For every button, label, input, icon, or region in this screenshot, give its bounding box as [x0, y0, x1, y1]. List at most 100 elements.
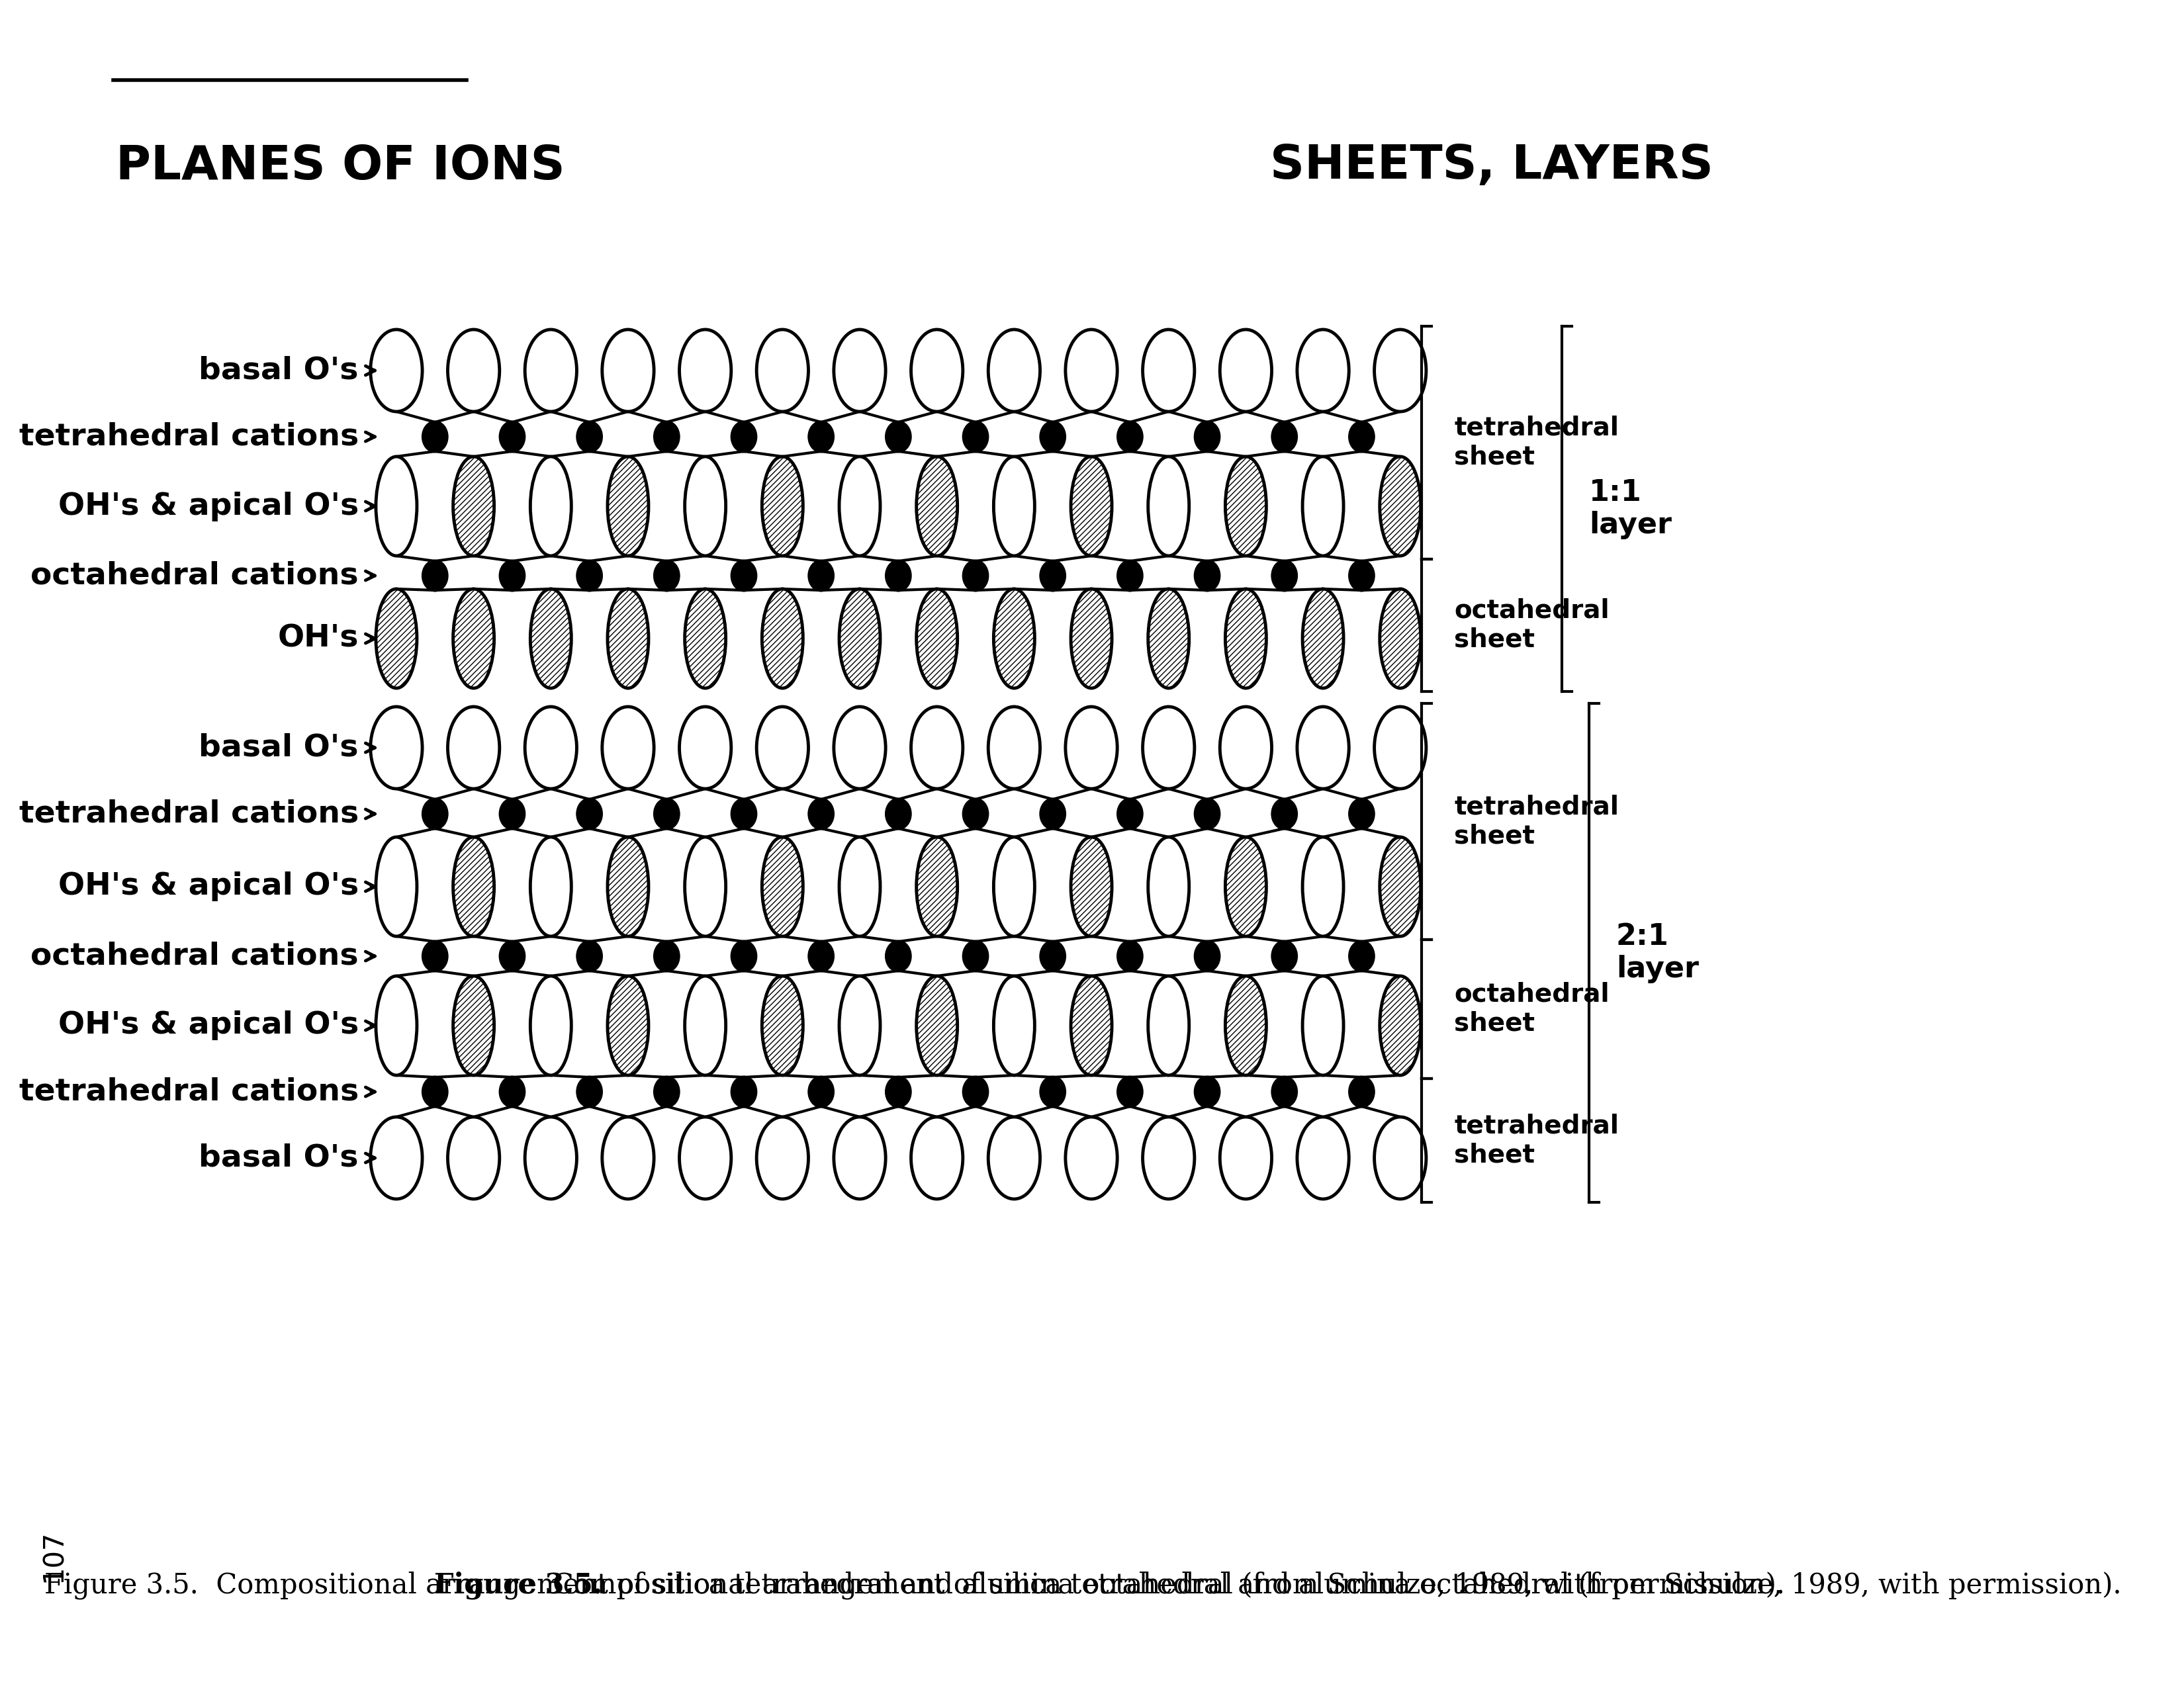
Ellipse shape: [1273, 942, 1297, 971]
Ellipse shape: [887, 1077, 911, 1106]
Ellipse shape: [371, 329, 422, 412]
Text: 107: 107: [39, 1529, 68, 1582]
Ellipse shape: [1380, 456, 1422, 555]
Ellipse shape: [1149, 976, 1188, 1075]
Ellipse shape: [1374, 707, 1426, 788]
Ellipse shape: [1350, 942, 1374, 971]
Ellipse shape: [1149, 837, 1188, 937]
Ellipse shape: [810, 800, 832, 829]
Ellipse shape: [1195, 560, 1219, 591]
Ellipse shape: [1380, 976, 1422, 1075]
Text: OH's & apical O's: OH's & apical O's: [59, 1011, 358, 1040]
Ellipse shape: [1042, 1077, 1064, 1106]
Ellipse shape: [1042, 422, 1064, 451]
Ellipse shape: [376, 589, 417, 689]
Ellipse shape: [732, 800, 756, 829]
Ellipse shape: [987, 329, 1040, 412]
Ellipse shape: [500, 942, 524, 971]
Ellipse shape: [762, 456, 804, 555]
Ellipse shape: [1297, 1117, 1350, 1198]
Ellipse shape: [1042, 560, 1064, 591]
Ellipse shape: [839, 976, 880, 1075]
Ellipse shape: [1302, 837, 1343, 937]
Text: OH's: OH's: [277, 623, 358, 653]
Text: 2:1
layer: 2:1 layer: [1616, 922, 1699, 984]
Ellipse shape: [1142, 707, 1195, 788]
Ellipse shape: [810, 422, 832, 451]
Ellipse shape: [762, 976, 804, 1075]
Ellipse shape: [1302, 589, 1343, 689]
Ellipse shape: [810, 942, 832, 971]
Text: SHEETS, LAYERS: SHEETS, LAYERS: [1269, 143, 1712, 189]
Ellipse shape: [577, 422, 601, 451]
Ellipse shape: [1042, 942, 1064, 971]
Ellipse shape: [994, 837, 1035, 937]
Ellipse shape: [810, 560, 832, 591]
Ellipse shape: [1225, 976, 1267, 1075]
Text: tetrahedral
sheet: tetrahedral sheet: [1455, 1114, 1618, 1168]
Ellipse shape: [452, 589, 494, 689]
Ellipse shape: [887, 422, 911, 451]
Ellipse shape: [1042, 800, 1064, 829]
Ellipse shape: [424, 560, 448, 591]
Ellipse shape: [1195, 942, 1219, 971]
Ellipse shape: [1118, 560, 1142, 591]
Ellipse shape: [756, 329, 808, 412]
Ellipse shape: [424, 800, 448, 829]
Text: octahedral cations: octahedral cations: [31, 942, 358, 971]
Ellipse shape: [987, 1117, 1040, 1198]
Ellipse shape: [371, 707, 422, 788]
Ellipse shape: [963, 1077, 987, 1106]
Ellipse shape: [834, 707, 887, 788]
Ellipse shape: [1374, 1117, 1426, 1198]
Ellipse shape: [500, 800, 524, 829]
Text: 1:1
layer: 1:1 layer: [1590, 478, 1673, 540]
Ellipse shape: [524, 707, 577, 788]
Ellipse shape: [834, 329, 887, 412]
Ellipse shape: [1350, 800, 1374, 829]
Ellipse shape: [686, 589, 725, 689]
Ellipse shape: [839, 837, 880, 937]
Ellipse shape: [963, 560, 987, 591]
Ellipse shape: [686, 976, 725, 1075]
Ellipse shape: [762, 837, 804, 937]
Ellipse shape: [376, 976, 417, 1075]
Ellipse shape: [917, 837, 957, 937]
Ellipse shape: [1195, 422, 1219, 451]
Ellipse shape: [887, 800, 911, 829]
Ellipse shape: [917, 976, 957, 1075]
Ellipse shape: [531, 976, 572, 1075]
Ellipse shape: [987, 707, 1040, 788]
Ellipse shape: [686, 837, 725, 937]
Ellipse shape: [1350, 560, 1374, 591]
Ellipse shape: [577, 560, 601, 591]
Ellipse shape: [424, 1077, 448, 1106]
Ellipse shape: [911, 707, 963, 788]
Ellipse shape: [531, 456, 572, 555]
Text: tetrahedral cations: tetrahedral cations: [20, 1077, 358, 1107]
Ellipse shape: [1066, 329, 1118, 412]
Ellipse shape: [732, 942, 756, 971]
Ellipse shape: [607, 456, 649, 555]
Ellipse shape: [1066, 707, 1118, 788]
Ellipse shape: [500, 1077, 524, 1106]
Ellipse shape: [1302, 456, 1343, 555]
Ellipse shape: [732, 560, 756, 591]
Ellipse shape: [655, 422, 679, 451]
Ellipse shape: [1374, 329, 1426, 412]
Text: basal O's: basal O's: [199, 733, 358, 763]
Ellipse shape: [1142, 329, 1195, 412]
Text: Figure 3.5.: Figure 3.5.: [435, 1572, 603, 1600]
Ellipse shape: [1273, 1077, 1297, 1106]
Text: tetrahedral cations: tetrahedral cations: [20, 422, 358, 452]
Ellipse shape: [424, 422, 448, 451]
Ellipse shape: [1195, 800, 1219, 829]
Ellipse shape: [603, 707, 653, 788]
Ellipse shape: [452, 456, 494, 555]
Ellipse shape: [607, 589, 649, 689]
Ellipse shape: [732, 1077, 756, 1106]
Ellipse shape: [810, 1077, 832, 1106]
Ellipse shape: [603, 1117, 653, 1198]
Ellipse shape: [655, 560, 679, 591]
Ellipse shape: [917, 456, 957, 555]
